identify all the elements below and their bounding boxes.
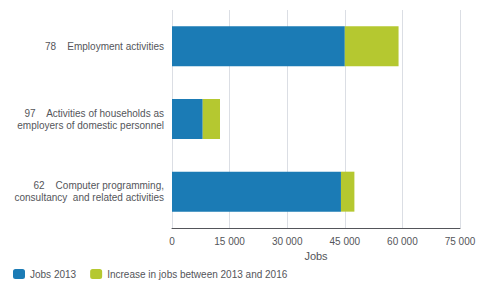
svg-text:97 Activities of households: 97 Activities of households as: [24, 108, 164, 119]
svg-text:45 000: 45 000: [330, 236, 361, 247]
svg-text:75 000: 75 000: [445, 236, 476, 247]
svg-text:60 000: 60 000: [387, 236, 418, 247]
svg-text:Increase in jobs between 2013: Increase in jobs between 2013 and 2016: [107, 269, 288, 280]
svg-text:Jobs: Jobs: [304, 250, 328, 262]
svg-text:15 000: 15 000: [214, 236, 245, 247]
svg-text:62 Computer programming,: 62 Computer programming,: [33, 180, 164, 191]
svg-text:0: 0: [169, 236, 175, 247]
svg-text:30 000: 30 000: [272, 236, 303, 247]
svg-text:employers of domestic personne: employers of domestic personnel: [17, 120, 164, 131]
svg-text:consultancy and related activ: consultancy and related activities: [14, 192, 164, 203]
svg-text:Jobs 2013: Jobs 2013: [30, 269, 77, 280]
svg-text:78 Employment activities: 78 Employment activities: [45, 41, 164, 52]
